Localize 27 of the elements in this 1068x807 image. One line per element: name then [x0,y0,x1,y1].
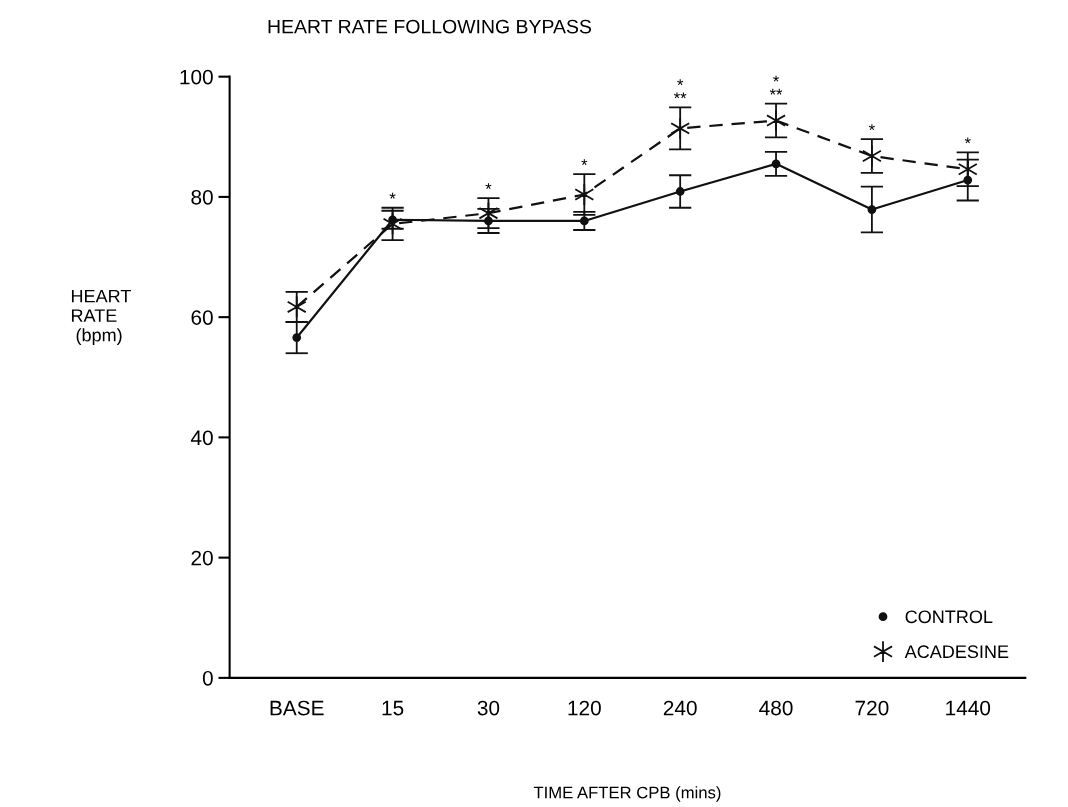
legend-label: CONTROL [905,610,993,624]
annotation: * ** [673,79,687,99]
y-tick-label: 20 [191,550,213,566]
y-tick-label: 100 [180,69,213,85]
annotation: * [581,159,588,165]
x-tick-label: 30 [477,700,500,716]
y-tick-label: 60 [191,310,213,325]
x-tick-label: 240 [663,700,697,716]
x-tick-label: 480 [759,700,793,716]
x-tick-label: 120 [568,700,601,716]
legend-label: ACADESINE [904,645,1009,659]
annotation: * [868,124,875,131]
y-axis-title: HEART RATE (bpm) [71,289,131,346]
y-tick-label: 0 [202,670,213,686]
x-tick-label: 720 [855,700,889,716]
annotation: * [964,137,971,144]
annotation: * ** [769,75,783,95]
y-tick-label: 40 [190,430,213,446]
chart-title: HEART RATE FOLLOWING BYPASS [268,19,592,34]
annotation: * [389,192,396,199]
y-tick-label: 80 [191,189,213,205]
point [484,216,493,226]
annotation: * [485,183,492,190]
x-tick-label: 1440 [946,700,991,716]
x-axis-title: TIME AFTER CPB (mins) [533,786,721,802]
x-tick-label: BASE [270,700,324,716]
x-tick-label: 15 [382,700,404,716]
